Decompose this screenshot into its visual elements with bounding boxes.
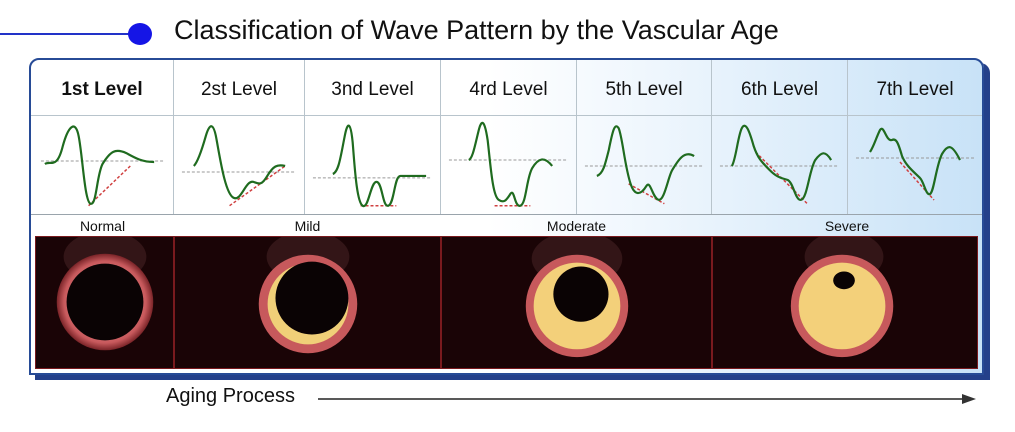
severity-moderate-label: Moderate [546,218,607,234]
page-title: Classification of Wave Pattern by the Va… [174,15,779,45]
vessel-normal-image [35,236,174,369]
waveform-level-5 [584,125,704,205]
waveform-level-4 [448,121,569,207]
aging-process-arrow [318,394,976,404]
waveform-level-3 [312,124,433,207]
level-divider [848,115,982,116]
classification-card: 1st Level 2st Level 3nd Level [29,58,984,375]
aging-process-label: Aging Process [166,385,295,407]
waveform-level-2 [181,125,297,207]
level-divider [441,115,576,116]
level-7-label: 7th Level [876,79,954,100]
level-3-label: 3nd Level [331,79,414,100]
waveform-level-1 [40,125,164,207]
vessel-mild-image [174,236,441,369]
severity-severe-label: Severe [824,218,870,234]
level-1: 1st Level [31,60,174,214]
level-1-label: 1st Level [61,79,143,100]
level-divider [305,115,440,116]
level-divider [577,115,711,116]
vessel-images-row [31,236,982,373]
vessel-severe-image [712,236,978,369]
level-divider [174,115,304,116]
level-7: 7th Level [848,60,982,214]
level-3: 3nd Level [305,60,441,214]
level-2: 2st Level [174,60,305,214]
severity-row: Normal Mild Moderate Severe [31,214,982,239]
waveform-level-7 [856,127,974,201]
level-6: 6th Level [712,60,848,214]
levels-row: 1st Level 2st Level 3nd Level [31,60,982,214]
severity-normal-label: Normal [79,218,126,234]
level-divider [31,115,173,116]
level-4: 4rd Level [441,60,577,214]
severity-mild-label: Mild [294,218,321,234]
waveform-level-6 [719,124,840,205]
level-5: 5th Level [577,60,712,214]
level-5-label: 5th Level [605,79,683,100]
level-6-label: 6th Level [740,79,819,100]
level-4-label: 4rd Level [469,79,548,100]
title-line [0,33,132,35]
title-bullet-icon [128,23,152,45]
level-2-label: 2st Level [200,79,278,100]
level-divider [712,115,847,116]
vessel-moderate-image [441,236,712,369]
